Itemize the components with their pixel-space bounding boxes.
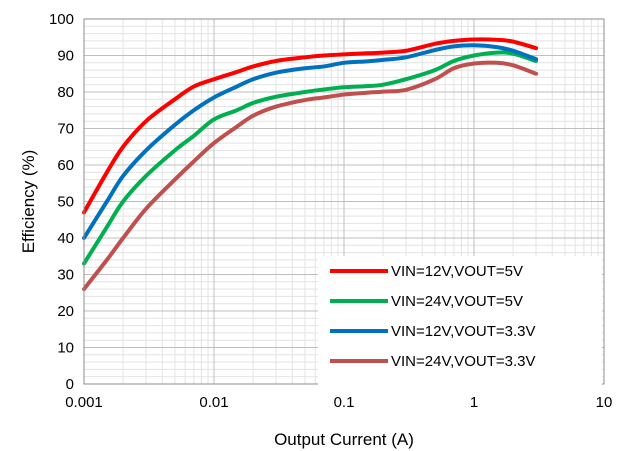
y-tick-label: 30 <box>57 267 74 284</box>
y-tick-label: 50 <box>57 194 74 211</box>
legend-label-3: VIN=12V,VOUT=3.3V <box>391 323 536 340</box>
legend: VIN=12V,VOUT=5V VIN=24V,VOUT=5V VIN=12V,VO… <box>318 256 602 394</box>
y-tick-label: 0 <box>66 376 74 393</box>
legend-label-4: VIN=24V,VOUT=3.3V <box>391 353 536 370</box>
y-tick-label: 90 <box>57 48 74 65</box>
x-tick-label: 0.1 <box>334 394 355 411</box>
y-tick-label: 60 <box>57 157 74 174</box>
y-tick-label: 70 <box>57 121 74 138</box>
y-tick-label: 100 <box>49 11 74 28</box>
y-axis-title: Efficiency (%) <box>19 150 38 254</box>
x-axis-title: Output Current (A) <box>274 430 414 449</box>
y-tick-label: 40 <box>57 230 74 247</box>
x-tick-label: 10 <box>596 394 613 411</box>
x-tick-label: 1 <box>470 394 478 411</box>
y-tick-label: 80 <box>57 84 74 101</box>
y-tick-label: 20 <box>57 303 74 320</box>
x-axis-ticks: 0.001 0.01 0.1 1 10 <box>65 394 612 411</box>
legend-label-2: VIN=24V,VOUT=5V <box>391 293 523 310</box>
y-axis-ticks: 0 10 20 30 40 50 60 70 80 90 100 <box>49 11 74 393</box>
x-tick-label: 0.001 <box>65 394 103 411</box>
y-tick-label: 10 <box>57 340 74 357</box>
x-tick-label: 0.01 <box>199 394 228 411</box>
legend-label-1: VIN=12V,VOUT=5V <box>391 263 523 280</box>
